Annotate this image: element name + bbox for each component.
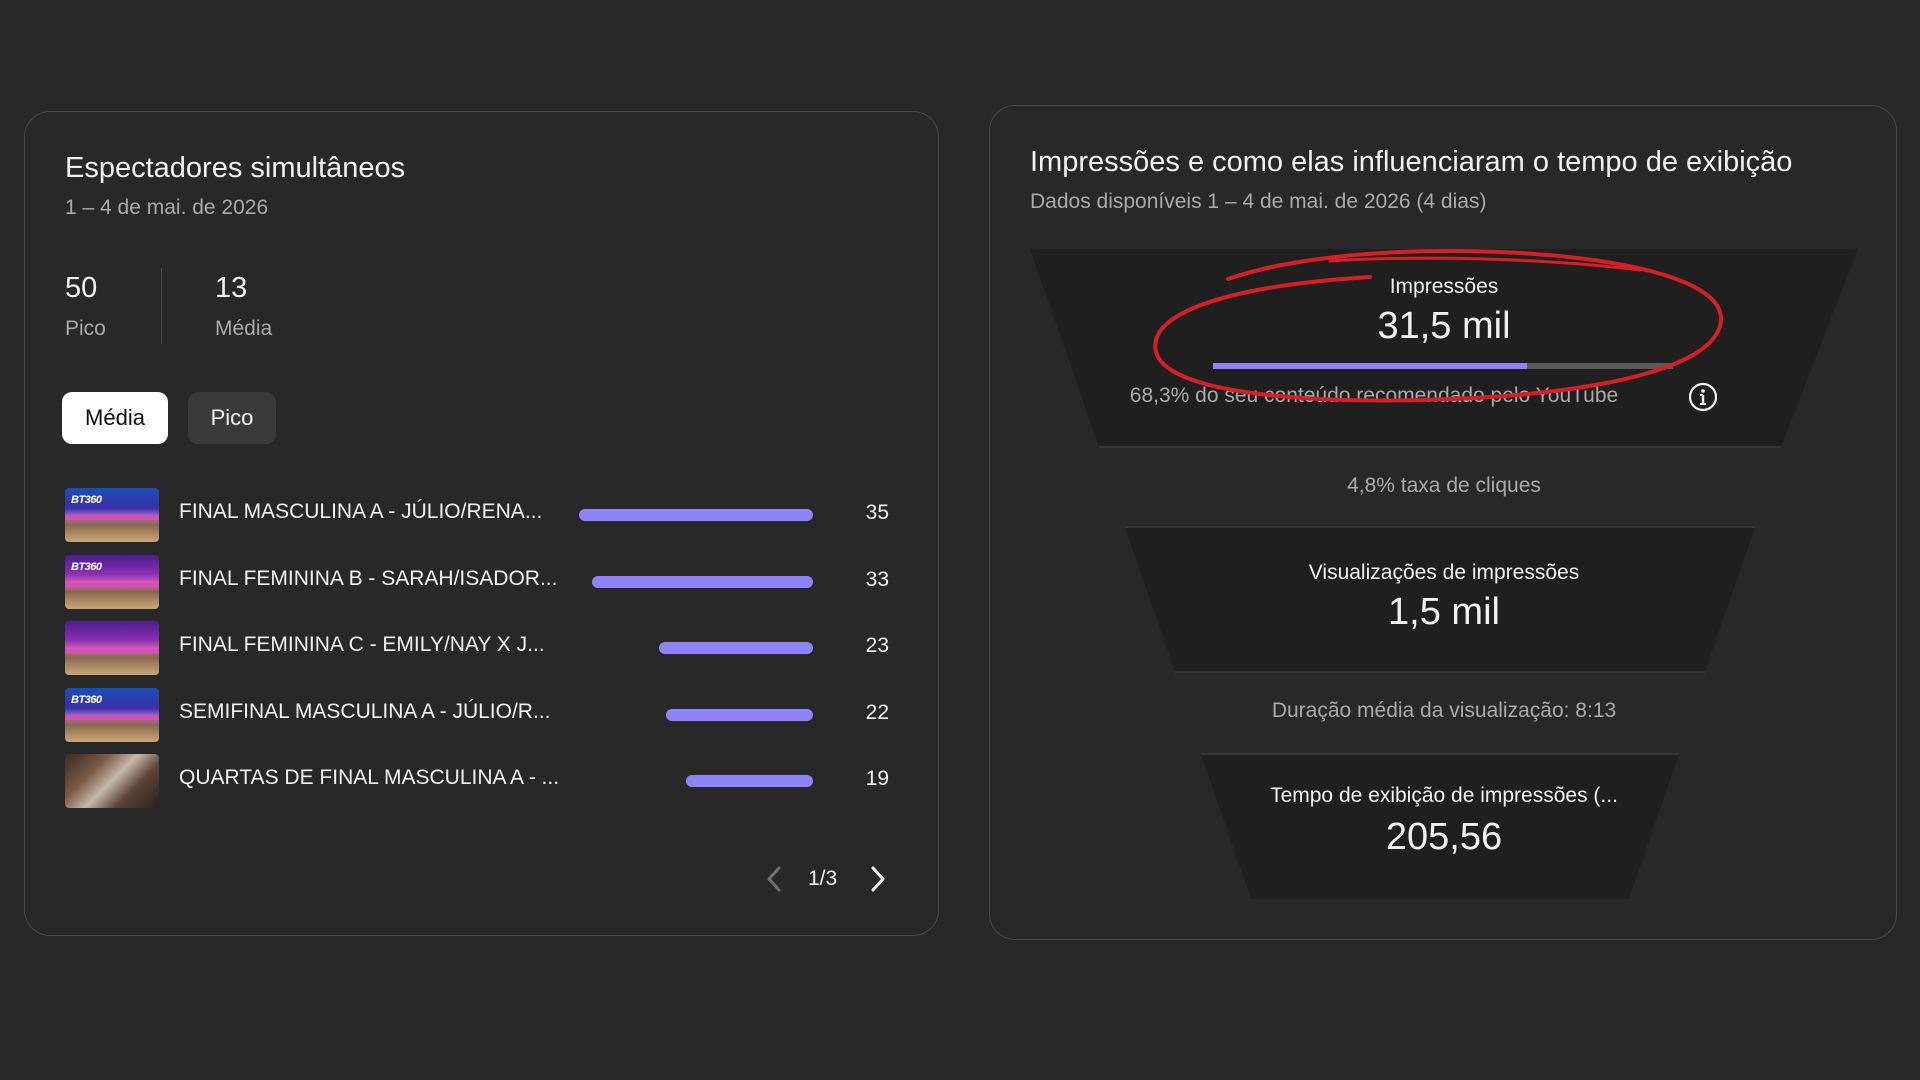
row-value: 35: [865, 501, 889, 524]
recommended-progress-bar: [1213, 363, 1673, 369]
video-thumbnail: BT360: [65, 555, 159, 609]
value-bar: [659, 642, 813, 654]
video-thumbnail: BT360: [65, 488, 159, 542]
list-item[interactable]: FINAL FEMININA C - EMILY/NAY X J... 23: [65, 621, 909, 675]
next-page-icon[interactable]: [865, 864, 889, 894]
row-value: 23: [865, 634, 889, 657]
views-label: Visualizações de impressões: [1308, 561, 1580, 584]
impressions-label: Impressões: [1389, 275, 1499, 298]
card-title: Impressões e como elas influenciaram o t…: [1030, 146, 1793, 178]
value-bar: [579, 509, 813, 521]
funnel-stage-watch-time: [1201, 754, 1679, 899]
video-thumbnail: [65, 754, 159, 808]
date-range: 1 – 4 de mai. de 2026: [65, 196, 269, 219]
avg-duration-text: Duração média da visualização: 8:13: [1271, 699, 1617, 722]
ctr-text: 4,8% taxa de cliques: [1347, 474, 1541, 497]
watch-time-value: 205,56: [1385, 816, 1503, 858]
card-title: Espectadores simultâneos: [65, 152, 406, 184]
page-indicator: 1/3: [808, 867, 838, 890]
views-value: 1,5 mil: [1388, 591, 1500, 633]
chip-average[interactable]: Média: [62, 392, 168, 444]
video-title: FINAL FEMININA B - SARAH/ISADOR...: [179, 567, 558, 590]
card-subtitle: Dados disponíveis 1 – 4 de mai. de 2026 …: [1030, 190, 1487, 213]
value-bar: [592, 576, 813, 588]
watch-time-label: Tempo de exibição de impressões (...: [1270, 784, 1618, 807]
list-item[interactable]: BT360 SEMIFINAL MASCULINA A - JÚLIO/R...…: [65, 688, 909, 742]
previous-page-icon[interactable]: [763, 864, 787, 894]
impressions-value: 31,5 mil: [1377, 305, 1511, 347]
list-item[interactable]: BT360 FINAL MASCULINA A - JÚLIO/RENA... …: [65, 488, 909, 542]
list-item[interactable]: QUARTAS DE FINAL MASCULINA A - ... 19: [65, 754, 909, 808]
video-thumbnail: BT360: [65, 688, 159, 742]
concurrent-viewers-card: Espectadores simultâneos 1 – 4 de mai. d…: [24, 111, 939, 936]
row-value: 33: [865, 568, 889, 591]
video-thumbnail: [65, 621, 159, 675]
average-label: Média: [215, 317, 273, 340]
video-title: FINAL MASCULINA A - JÚLIO/RENA...: [179, 500, 543, 523]
video-title: FINAL FEMININA C - EMILY/NAY X J...: [179, 633, 545, 656]
impressions-funnel: Impressões 31,5 mil 68,3% do seu conteúd…: [1030, 248, 1858, 899]
peak-label: Pico: [65, 317, 106, 340]
peak-value: 50: [65, 272, 98, 304]
recommended-text: 68,3% do seu conteúdo recomendado pelo Y…: [1129, 384, 1619, 407]
list-item[interactable]: BT360 FINAL FEMININA B - SARAH/ISADOR...…: [65, 555, 909, 609]
value-bar: [666, 709, 813, 721]
row-value: 22: [865, 701, 889, 724]
video-title: SEMIFINAL MASCULINA A - JÚLIO/R...: [179, 700, 551, 723]
value-bar: [686, 775, 813, 787]
recommended-progress-fill: [1213, 363, 1528, 369]
info-icon[interactable]: [1688, 382, 1718, 412]
video-title: QUARTAS DE FINAL MASCULINA A - ...: [179, 766, 560, 789]
average-value: 13: [215, 272, 248, 304]
funnel-stage-duration: [1175, 672, 1705, 754]
funnel-stage-ctr: [1099, 447, 1781, 527]
stat-divider: [161, 268, 162, 344]
row-value: 19: [865, 767, 889, 790]
impressions-card: Impressões e como elas influenciaram o t…: [989, 105, 1897, 940]
funnel-stage-views: [1125, 527, 1755, 672]
chip-peak[interactable]: Pico: [188, 392, 276, 444]
